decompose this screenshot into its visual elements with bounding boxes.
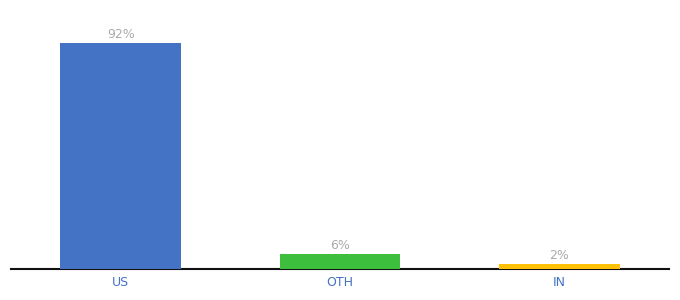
Text: 6%: 6% xyxy=(330,239,350,252)
Bar xyxy=(61,43,181,269)
Text: 2%: 2% xyxy=(549,249,569,262)
Bar xyxy=(279,254,401,269)
Bar xyxy=(499,264,619,269)
Text: 92%: 92% xyxy=(107,28,135,40)
